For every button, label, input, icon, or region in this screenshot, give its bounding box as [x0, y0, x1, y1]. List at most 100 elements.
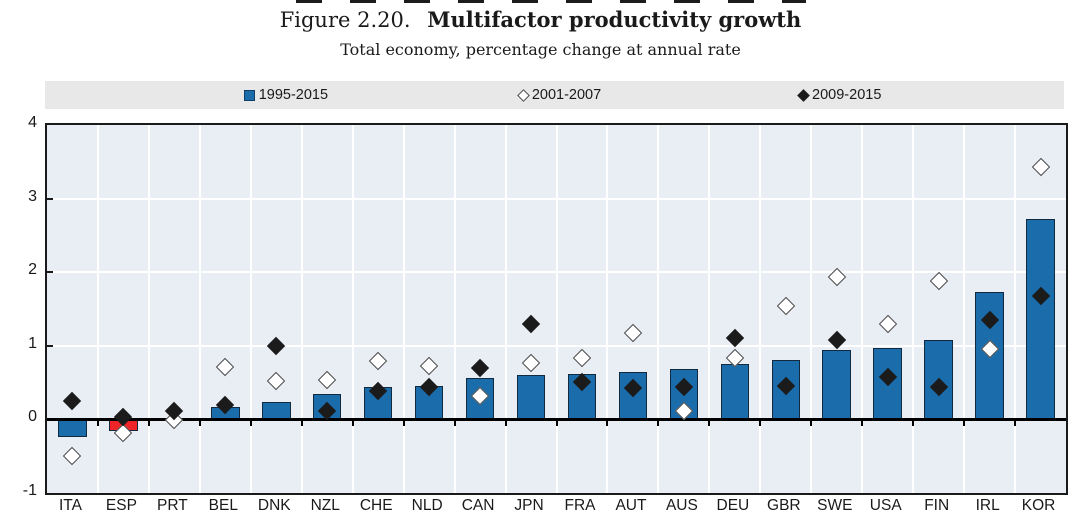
category-tick	[708, 420, 711, 426]
figure-title-row: Figure 2.20. Multifactor productivity gr…	[0, 7, 1081, 32]
legend-item-2001-2007: 2001-2007	[516, 81, 602, 109]
category-tick	[300, 420, 303, 426]
point-2001-2007-KOR	[1031, 157, 1050, 177]
x-tick-label-CHE: CHE	[359, 497, 393, 514]
x-tick-label-SWE: SWE	[817, 497, 853, 514]
category-tick	[198, 420, 201, 426]
gridline-v	[96, 125, 99, 493]
legend-item-1995-2015: 1995-2015	[243, 81, 329, 109]
y-axis-tick	[47, 271, 53, 274]
x-tick-label-IRL: IRL	[975, 497, 1000, 514]
legend-label: 2001-2007	[531, 87, 602, 103]
x-tick-label-ESP: ESP	[105, 497, 137, 514]
x-tick-label-AUT: AUT	[615, 497, 647, 514]
y-tick-label: 4	[28, 114, 37, 131]
x-axis-labels: ITA ESP PRT BEL DNK NZL CHE NLD CAN JPN FRA AUT AUS D…	[45, 497, 1064, 515]
category-tick	[96, 420, 99, 426]
x-tick-label-CAN: CAN	[461, 497, 495, 514]
figure-subtitle: Total economy, percentage change at annu…	[340, 40, 741, 59]
point-2001-2007-NZL	[318, 370, 337, 389]
figure-title: Multifactor productivity growth	[427, 7, 802, 32]
point-2009-2015-CAN	[470, 358, 490, 378]
y-tick-label: -1	[22, 482, 37, 499]
point-2009-2015-ITA	[63, 391, 82, 411]
x-tick-label-ITA: ITA	[58, 497, 82, 514]
gridline-v	[198, 125, 201, 493]
zero-axis-line	[47, 417, 1066, 421]
category-tick	[1014, 420, 1017, 426]
gridline-v	[657, 125, 660, 493]
blue-square-icon	[243, 89, 255, 101]
category-tick	[912, 420, 915, 426]
legend-label: 2009-2015	[812, 87, 882, 103]
point-2001-2007-FRA	[572, 348, 592, 367]
legend: 1995-2015 2001-2007 2009-2015	[45, 81, 1064, 109]
x-tick-label-USA: USA	[869, 497, 902, 514]
y-tick-label: 2	[28, 261, 37, 279]
category-tick	[504, 420, 507, 426]
point-2001-2007-SWE	[827, 267, 846, 286]
x-tick-label-FIN: FIN	[924, 497, 950, 514]
gridline-v	[249, 125, 252, 493]
gridline-v	[963, 125, 966, 493]
black-diamond-icon	[797, 88, 810, 102]
x-tick-label-GBR: GBR	[767, 497, 801, 514]
point-2001-2007-FIN	[929, 271, 948, 291]
bar-JPN	[516, 374, 546, 422]
category-tick	[810, 420, 813, 426]
category-tick	[453, 420, 456, 426]
point-2001-2007-NLD	[419, 356, 439, 375]
y-tick-label: 3	[28, 187, 37, 205]
gridline-v	[810, 125, 813, 493]
gridline-v	[708, 125, 711, 493]
x-tick-label-NLD: NLD	[411, 497, 443, 514]
y-axis-tick	[47, 197, 53, 200]
y-tick-label: 1	[28, 334, 37, 352]
figure-number: Figure 2.20.	[279, 8, 411, 32]
point-2001-2007-CHE	[368, 351, 388, 370]
gridline-v	[1014, 125, 1017, 493]
category-tick	[147, 420, 150, 426]
point-2001-2007-AUT	[623, 323, 643, 342]
category-tick	[963, 420, 966, 426]
plot-area	[45, 123, 1068, 495]
category-tick	[606, 420, 609, 426]
bar-DEU	[720, 364, 750, 422]
gridline-v	[351, 125, 354, 493]
gridline-v	[861, 125, 864, 493]
gridline-v	[402, 125, 405, 493]
point-2001-2007-GBR	[776, 296, 795, 316]
legend-item-2009-2015: 2009-2015	[797, 81, 882, 109]
point-2001-2007-USA	[878, 314, 897, 333]
y-axis-tick	[47, 344, 53, 347]
x-tick-label-JPN: JPN	[514, 497, 544, 514]
gridline-v	[147, 125, 150, 493]
category-tick	[555, 420, 558, 426]
point-2001-2007-BEL	[216, 357, 235, 377]
gridline-v	[300, 125, 303, 493]
point-2001-2007-ITA	[63, 446, 82, 466]
category-tick	[402, 420, 405, 426]
gridline-v	[504, 125, 507, 493]
x-tick-label-PRT: PRT	[157, 497, 188, 514]
y-tick-label: 0	[28, 408, 37, 426]
category-tick	[861, 420, 864, 426]
category-tick	[249, 420, 252, 426]
point-2001-2007-DNK	[267, 371, 286, 391]
gridline-v	[912, 125, 915, 493]
gridline-v	[453, 125, 456, 493]
x-tick-label-NZL: NZL	[310, 497, 340, 514]
bar-KOR	[1026, 219, 1055, 422]
legend-label: 1995-2015	[258, 87, 329, 103]
x-tick-label-FRA: FRA	[564, 497, 596, 514]
category-tick	[351, 420, 354, 426]
cropped-text-fragment	[296, 0, 806, 3]
x-tick-label-DNK: DNK	[257, 497, 291, 514]
gridline-v	[606, 125, 609, 493]
x-tick-label-BEL: BEL	[208, 497, 238, 514]
point-2001-2007-JPN	[521, 353, 541, 372]
bar-ITA	[58, 418, 87, 437]
x-tick-label-KOR: KOR	[1021, 497, 1056, 514]
x-tick-label-DEU: DEU	[716, 497, 750, 514]
